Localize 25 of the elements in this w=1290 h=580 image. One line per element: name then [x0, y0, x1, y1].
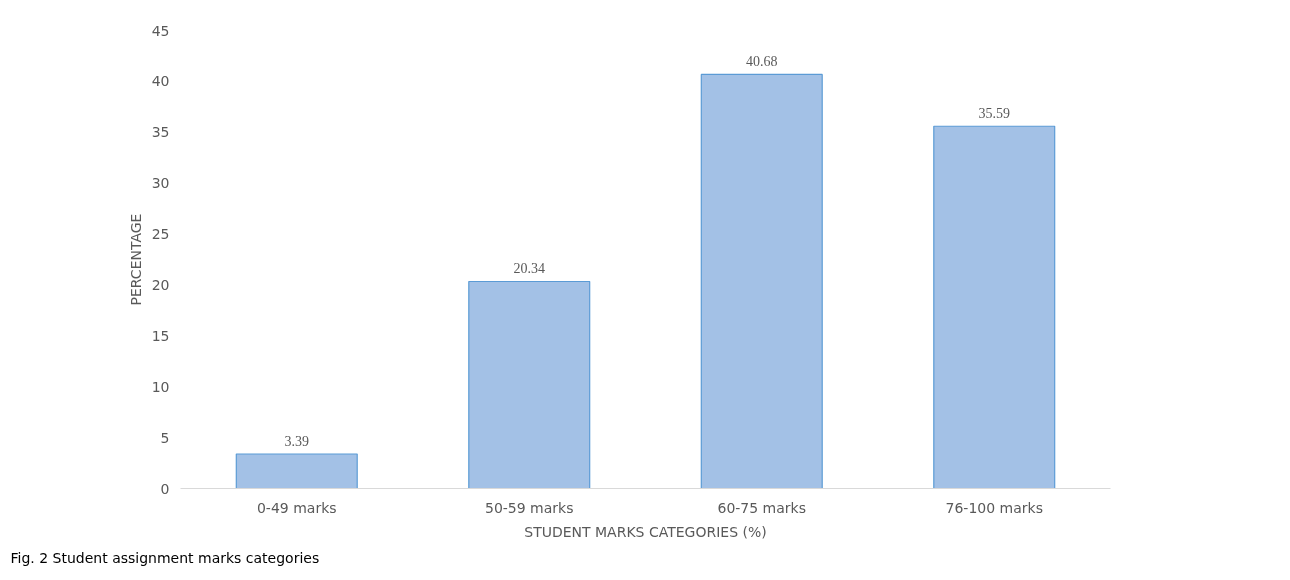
bar — [468, 280, 591, 489]
caption: Fig. 2 Student assignment marks categories — [10, 549, 320, 566]
data-label: 20.34 — [513, 261, 545, 277]
y-tick-label: 35 — [151, 124, 170, 141]
x-tick-label: 76-100 marks — [945, 499, 1043, 516]
x-axis-title: STUDENT MARKS CATEGORIES (%) — [524, 523, 767, 540]
bar — [235, 453, 358, 489]
data-label: 3.39 — [284, 434, 309, 449]
data-label: 40.68 — [746, 54, 778, 70]
y-axis-title: PERCENTAGE — [127, 213, 144, 306]
x-tick-label: 50-59 marks — [485, 499, 574, 516]
x-tick-label: 0-49 marks — [256, 499, 337, 516]
y-tick-label: 25 — [151, 226, 170, 243]
y-tick-label: 10 — [151, 378, 170, 395]
y-tick-label: 15 — [151, 327, 170, 344]
y-tick-label: 45 — [151, 22, 170, 39]
bar — [700, 73, 823, 489]
bar — [933, 125, 1056, 489]
x-tick-label: 60-75 marks — [717, 499, 807, 516]
data-label: 35.59 — [978, 106, 1010, 122]
y-tick-label: 5 — [160, 429, 170, 446]
y-tick-label: 30 — [151, 175, 170, 192]
y-tick-label: 0 — [160, 480, 170, 497]
y-tick-label: 20 — [151, 276, 170, 293]
y-tick-label: 40 — [151, 73, 170, 90]
